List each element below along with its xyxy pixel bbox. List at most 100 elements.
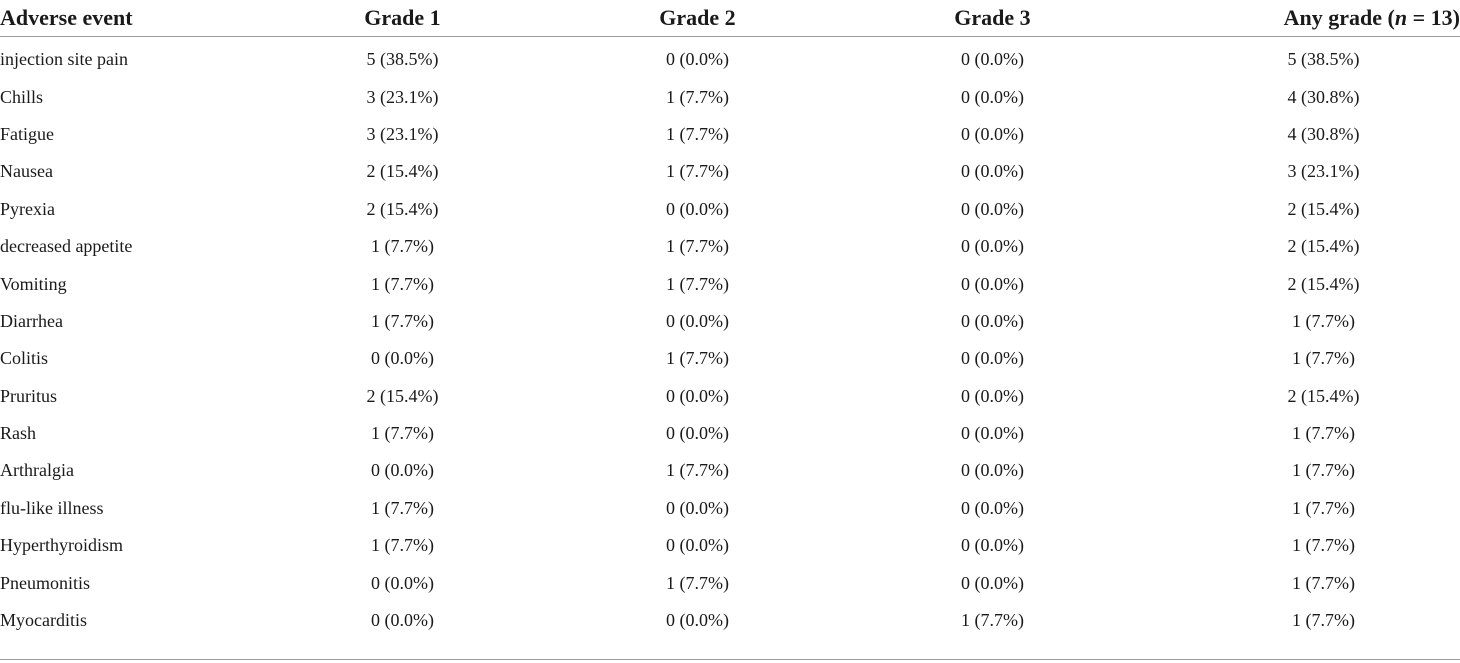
table-row: Myocarditis 0 (0.0%) 0 (0.0%) 1 (7.7%) 1 (7.… (0, 602, 1460, 639)
header-any-grade: Any grade (n = 13) (1155, 0, 1460, 37)
cell-grade-2: 0 (0.0%) (666, 535, 729, 556)
header-any-grade-suffix: = 13) (1407, 5, 1460, 30)
cell-grade-2: 0 (0.0%) (666, 423, 729, 444)
table-row: decreased appetite 1 (7.7%) 1 (7.7%) 0 (0.0… (0, 228, 1460, 265)
table-row: Vomiting 1 (7.7%) 1 (7.7%) 0 (0.0%) 2 (15.4%… (0, 265, 1460, 302)
cell-grade-1: 5 (38.5%) (366, 49, 439, 70)
table-row: injection site pain 5 (38.5%) 0 (0.0%) 0 (0… (0, 37, 1460, 79)
cell-grade-1: 3 (23.1%) (366, 123, 439, 144)
cell-any-grade: 4 (30.8%) (1287, 86, 1360, 107)
cell-grade-2: 0 (0.0%) (666, 497, 729, 518)
cell-grade-1: 2 (15.4%) (366, 198, 439, 219)
cell-grade-3: 0 (0.0%) (961, 348, 1024, 369)
cell-adverse-event: Hyperthyroidism (0, 535, 123, 556)
table-bottom-rule (0, 659, 1460, 660)
cell-any-grade: 5 (38.5%) (1287, 49, 1360, 70)
cell-grade-2: 0 (0.0%) (666, 310, 729, 331)
cell-adverse-event: flu-like illness (0, 497, 104, 518)
header-row: Adverse event Grade 1 Grade 2 Grade 3 An… (0, 0, 1460, 37)
cell-any-grade: 1 (7.7%) (1292, 310, 1355, 331)
cell-grade-1: 0 (0.0%) (371, 348, 434, 369)
cell-any-grade: 4 (30.8%) (1287, 123, 1360, 144)
header-grade-3: Grade 3 (830, 0, 1155, 37)
table-row: Arthralgia 0 (0.0%) 1 (7.7%) 0 (0.0%) 1 (7.7… (0, 452, 1460, 489)
cell-grade-3: 0 (0.0%) (961, 385, 1024, 406)
cell-adverse-event: Chills (0, 86, 44, 107)
cell-grade-1: 1 (7.7%) (371, 423, 434, 444)
cell-grade-2: 1 (7.7%) (666, 460, 729, 481)
header-adverse-event: Adverse event (0, 0, 240, 37)
cell-any-grade: 2 (15.4%) (1287, 198, 1360, 219)
cell-any-grade: 2 (15.4%) (1287, 236, 1360, 257)
cell-grade-3: 0 (0.0%) (961, 273, 1024, 294)
cell-any-grade: 2 (15.4%) (1287, 385, 1360, 406)
cell-adverse-event: Arthralgia (0, 460, 74, 481)
table-row: Pneumonitis 0 (0.0%) 1 (7.7%) 0 (0.0%) 1 (7.… (0, 564, 1460, 601)
cell-grade-3: 1 (7.7%) (961, 610, 1024, 631)
cell-any-grade: 1 (7.7%) (1292, 460, 1355, 481)
cell-grade-3: 0 (0.0%) (961, 236, 1024, 257)
cell-any-grade: 1 (7.7%) (1292, 610, 1355, 631)
cell-adverse-event: Pneumonitis (0, 572, 91, 593)
cell-grade-1: 0 (0.0%) (371, 460, 434, 481)
cell-grade-1: 0 (0.0%) (371, 610, 434, 631)
cell-grade-2: 1 (7.7%) (666, 348, 729, 369)
table-body: injection site pain 5 (38.5%) 0 (0.0%) 0 (0… (0, 37, 1460, 640)
header-grade-2: Grade 2 (565, 0, 830, 37)
table-row: Fatigue 3 (23.1%) 1 (7.7%) 0 (0.0%) 4 (30.8%… (0, 116, 1460, 153)
cell-any-grade: 2 (15.4%) (1287, 273, 1360, 294)
cell-any-grade: 1 (7.7%) (1292, 497, 1355, 518)
cell-grade-3: 0 (0.0%) (961, 161, 1024, 182)
cell-grade-3: 0 (0.0%) (961, 460, 1024, 481)
table-row: Chills 3 (23.1%) 1 (7.7%) 0 (0.0%) 4 (30.8%) (0, 78, 1460, 115)
cell-grade-1: 1 (7.7%) (371, 310, 434, 331)
cell-grade-3: 0 (0.0%) (961, 49, 1024, 70)
cell-grade-3: 0 (0.0%) (961, 310, 1024, 331)
cell-grade-1: 1 (7.7%) (371, 236, 434, 257)
cell-adverse-event: injection site pain (0, 49, 128, 70)
cell-grade-2: 1 (7.7%) (666, 86, 729, 107)
cell-grade-2: 0 (0.0%) (666, 198, 729, 219)
cell-grade-2: 0 (0.0%) (666, 49, 729, 70)
table-row: Pruritus 2 (15.4%) 0 (0.0%) 0 (0.0%) 2 (15.4… (0, 378, 1460, 415)
cell-any-grade: 1 (7.7%) (1292, 535, 1355, 556)
table-row: flu-like illness 1 (7.7%) 0 (0.0%) 0 (0.0%)… (0, 490, 1460, 527)
cell-adverse-event: Vomiting (0, 273, 67, 294)
cell-grade-1: 0 (0.0%) (371, 572, 434, 593)
cell-adverse-event: Diarrhea (0, 310, 63, 331)
table-row: Colitis 0 (0.0%) 1 (7.7%) 0 (0.0%) 1 (7.7%) (0, 340, 1460, 377)
cell-grade-2: 1 (7.7%) (666, 123, 729, 144)
cell-grade-1: 1 (7.7%) (371, 497, 434, 518)
table-header: Adverse event Grade 1 Grade 2 Grade 3 An… (0, 0, 1460, 37)
cell-grade-1: 2 (15.4%) (366, 161, 439, 182)
cell-grade-3: 0 (0.0%) (961, 123, 1024, 144)
cell-grade-2: 0 (0.0%) (666, 385, 729, 406)
header-any-grade-prefix: Any grade ( (1283, 5, 1395, 30)
header-any-grade-n: n (1394, 5, 1408, 30)
cell-grade-1: 3 (23.1%) (366, 86, 439, 107)
cell-any-grade: 1 (7.7%) (1292, 572, 1355, 593)
cell-grade-2: 1 (7.7%) (666, 572, 729, 593)
header-grade-1: Grade 1 (240, 0, 565, 37)
table-row: Rash 1 (7.7%) 0 (0.0%) 0 (0.0%) 1 (7.7%) (0, 415, 1460, 452)
cell-grade-1: 1 (7.7%) (371, 273, 434, 294)
cell-adverse-event: Pyrexia (0, 198, 55, 219)
cell-grade-3: 0 (0.0%) (961, 86, 1024, 107)
cell-grade-3: 0 (0.0%) (961, 423, 1024, 444)
cell-any-grade: 3 (23.1%) (1287, 161, 1360, 182)
cell-grade-3: 0 (0.0%) (961, 572, 1024, 593)
cell-adverse-event: Fatigue (0, 123, 54, 144)
cell-grade-2: 0 (0.0%) (666, 610, 729, 631)
cell-adverse-event: Pruritus (0, 385, 58, 406)
table-row: Nausea 2 (15.4%) 1 (7.7%) 0 (0.0%) 3 (23.1%) (0, 153, 1460, 190)
cell-grade-3: 0 (0.0%) (961, 198, 1024, 219)
cell-grade-3: 0 (0.0%) (961, 535, 1024, 556)
table-row: Pyrexia 2 (15.4%) 0 (0.0%) 0 (0.0%) 2 (15.4%… (0, 191, 1460, 228)
cell-grade-2: 1 (7.7%) (666, 161, 729, 182)
cell-grade-2: 1 (7.7%) (666, 273, 729, 294)
cell-any-grade: 1 (7.7%) (1292, 348, 1355, 369)
cell-adverse-event: Rash (0, 423, 36, 444)
cell-adverse-event: Colitis (0, 348, 49, 369)
cell-grade-2: 1 (7.7%) (666, 236, 729, 257)
cell-grade-1: 2 (15.4%) (366, 385, 439, 406)
